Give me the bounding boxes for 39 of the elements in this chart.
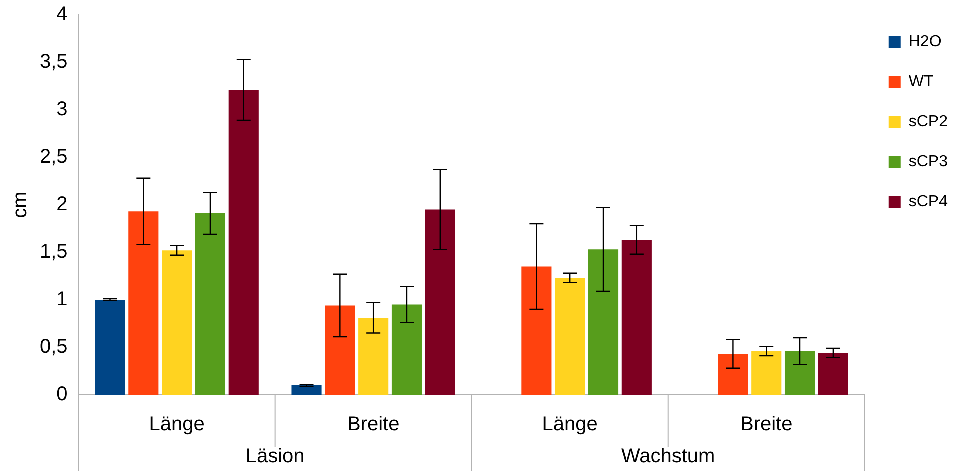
bar: [228, 90, 259, 395]
y-tick-label: 2: [56, 194, 68, 216]
y-axis-title: cm: [10, 192, 32, 218]
bar: [425, 210, 456, 395]
y-tick-label: 1,5: [40, 241, 68, 264]
legend-label: sCP3: [908, 153, 948, 170]
bar: [752, 351, 782, 395]
y-tick-label: 1: [56, 288, 68, 311]
bar: [522, 266, 552, 395]
bar: [392, 304, 422, 395]
y-tick-label: 3,5: [40, 51, 68, 74]
bar: [718, 354, 748, 395]
bar: [292, 386, 322, 395]
x-tick-label: Länge: [542, 414, 598, 436]
y-tick-label: 3: [56, 98, 68, 121]
x-tick-label: Länge: [149, 414, 205, 436]
bar: [95, 300, 126, 395]
bar: [195, 214, 226, 395]
text: Wachstum: [621, 446, 716, 468]
legend-label: sCP2: [908, 113, 948, 130]
x-tick-label: Breite: [347, 414, 400, 436]
y-tick-label: 0,5: [40, 336, 68, 358]
bar: [818, 353, 848, 395]
bar: [622, 240, 652, 395]
y-tick-label: 0: [56, 384, 68, 406]
bar: [588, 250, 619, 395]
bar: [162, 250, 192, 395]
x-tick-label: Breite: [740, 414, 793, 436]
legend-label: H2O: [908, 33, 942, 50]
legend-label: sCP4: [908, 193, 948, 210]
bar: [358, 318, 389, 395]
text: Läsion: [246, 446, 305, 468]
bar: [784, 351, 816, 395]
y-tick-label: 2,5: [40, 146, 68, 168]
bar: [128, 212, 159, 395]
bar: [555, 278, 586, 395]
y-tick-label: 4: [56, 4, 68, 26]
legend-label: WT: [908, 73, 934, 90]
bar: [325, 306, 356, 395]
